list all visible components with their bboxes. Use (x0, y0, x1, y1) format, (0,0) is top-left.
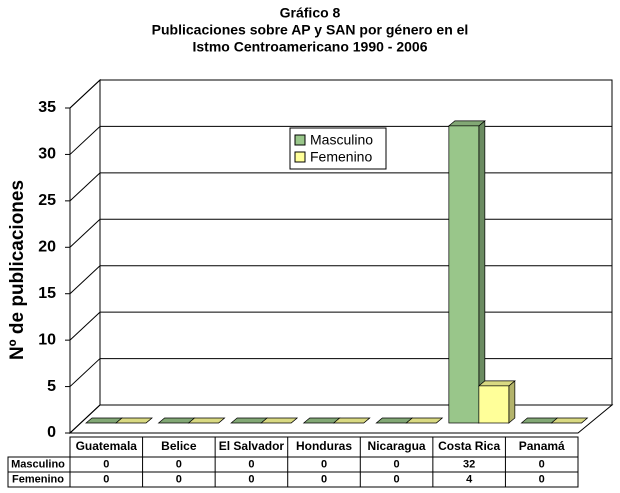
table-cell: 4 (466, 473, 473, 485)
y-tick-label: 5 (47, 378, 56, 395)
table-row-label: Masculino (11, 458, 65, 470)
side-wall (69, 78, 101, 435)
legend-box (289, 127, 387, 170)
y-tick-label: 10 (38, 331, 56, 348)
chart-title: Publicaciones sobre AP y SAN por género … (152, 22, 469, 38)
table-cell: 0 (176, 458, 182, 470)
table-cell: 0 (321, 473, 327, 485)
bar (448, 125, 480, 424)
bar-top (332, 417, 371, 424)
table-cell: 0 (103, 458, 109, 470)
legend-label: Femenino (310, 149, 372, 165)
table-cell: 0 (248, 473, 254, 485)
bar-top (447, 120, 486, 127)
y-axis-label: Nº de publicaciones (7, 180, 28, 360)
y-tick-label: 15 (38, 285, 56, 302)
table-cell: 0 (176, 473, 182, 485)
grid-line (69, 172, 101, 202)
x-tick-label: Guatemala (76, 439, 138, 453)
y-tick-label: 30 (38, 146, 56, 163)
bar (478, 385, 510, 424)
y-tick-label: 25 (38, 192, 56, 209)
bar-top (187, 417, 226, 424)
table-cell: 0 (248, 458, 254, 470)
bar-side (478, 120, 486, 424)
y-tick-label: 0 (47, 424, 56, 441)
bar-top (405, 417, 444, 424)
grid-line (69, 126, 101, 155)
x-tick-label: Costa Rica (438, 439, 500, 453)
grid-line (69, 79, 101, 109)
table-cell: 0 (539, 473, 545, 485)
table-cell: 0 (103, 473, 109, 485)
table-cell: 0 (321, 458, 327, 470)
bar-top (260, 417, 299, 424)
grid-line (69, 311, 101, 341)
bar-side (508, 380, 516, 424)
grid-line (69, 265, 101, 295)
legend-label: Masculino (310, 132, 373, 148)
chart-title: Gráfico 8 (280, 5, 341, 21)
grid-line (69, 218, 101, 248)
x-tick-label: Honduras (296, 439, 352, 453)
bar-top (115, 417, 153, 424)
x-tick-label: Panamá (519, 439, 565, 453)
table-row-label: Femenino (12, 473, 64, 485)
legend-swatch (294, 134, 306, 146)
table-cell: 0 (394, 473, 400, 485)
table-cell: 32 (463, 458, 475, 470)
table-cell: 0 (394, 458, 400, 470)
bar-top (550, 417, 589, 424)
bar-top (477, 380, 516, 387)
chart-title: Istmo Centroamericano 1990 - 2006 (193, 39, 428, 55)
x-tick-label: El Salvador (219, 439, 285, 453)
y-tick-label: 20 (38, 239, 56, 256)
table-cell: 0 (539, 458, 545, 470)
x-tick-label: Nicaragua (368, 439, 426, 453)
grid-line (69, 404, 101, 434)
y-tick-label: 35 (38, 99, 56, 116)
grid-line (69, 358, 101, 387)
legend-swatch (294, 151, 306, 163)
x-tick-label: Belice (161, 439, 197, 453)
